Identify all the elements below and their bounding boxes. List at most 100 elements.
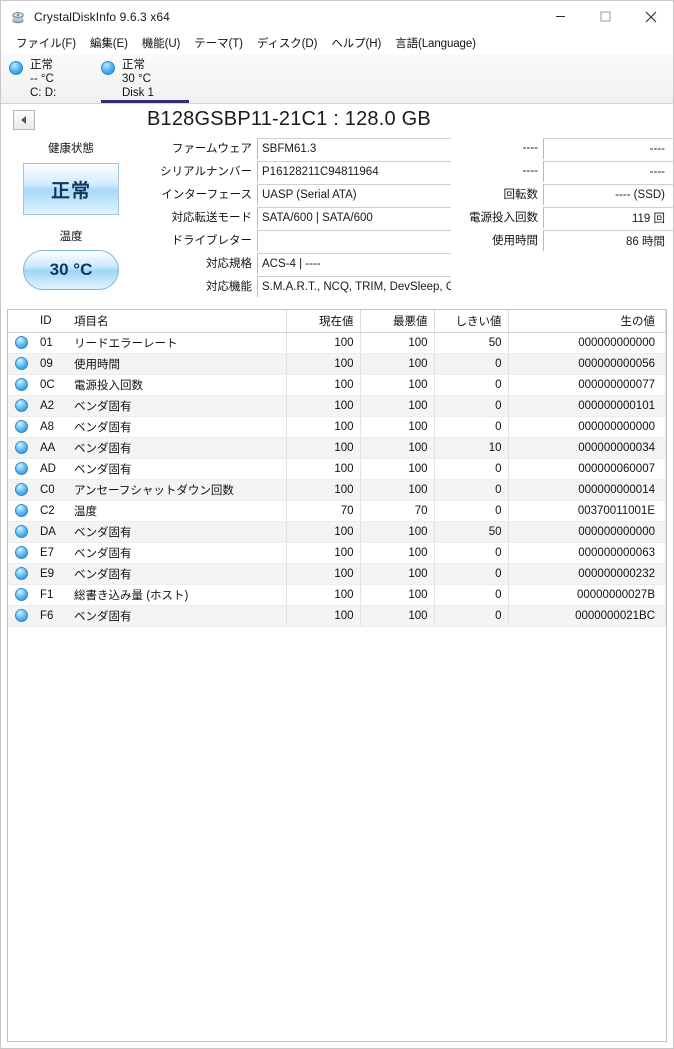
row-status-cell (8, 374, 34, 396)
disk-tab-1[interactable]: 正常 30 °C Disk 1 (99, 54, 191, 103)
table-row[interactable]: A2 ベンダ固有 100 100 0 000000000101 (8, 395, 666, 417)
cell-raw: 000000000014 (508, 479, 666, 501)
row-status-cell (8, 332, 34, 354)
table-row[interactable]: C2 温度 70 70 0 00370011001E (8, 500, 666, 522)
field-value[interactable]: S.M.A.R.T., NCQ, TRIM, DevSleep, GPL (257, 275, 451, 297)
cell-raw: 00370011001E (508, 500, 666, 522)
table-row[interactable]: F1 総書き込み量 (ホスト) 100 100 0 00000000027B (8, 584, 666, 606)
field-value[interactable]: ---- (SSD) (543, 183, 673, 205)
drive-model-title: B128GSBP11-21C1 : 128.0 GB (147, 108, 431, 130)
field-row: 電源投入回数 119 回 (457, 206, 673, 228)
cell-current: 100 (286, 374, 361, 396)
cell-current: 100 (286, 332, 361, 354)
cell-raw: 0000000021BC (508, 605, 666, 627)
field-row: ファームウェア SBFM61.3 (141, 137, 451, 159)
cell-id: 01 (34, 332, 68, 354)
menu-function[interactable]: 機能(U) (141, 38, 181, 50)
table-row[interactable]: F6 ベンダ固有 100 100 0 0000000021BC (8, 605, 666, 627)
health-status-button[interactable]: 正常 (23, 163, 119, 215)
field-value[interactable]: 86 時間 (543, 229, 673, 251)
field-label: シリアルナンバー (160, 166, 252, 178)
field-value[interactable]: ---- (543, 160, 673, 182)
window-title: CrystalDiskInfo 9.6.3 x64 (34, 9, 170, 24)
attribute-status-icon (14, 441, 28, 454)
menu-disk[interactable]: ディスク(D) (256, 38, 318, 50)
drive-info-panel: 健康状態 正常 温度 30 °C B128GSBP11-21C1 : 128.0… (1, 104, 673, 307)
cell-id: F1 (34, 584, 68, 606)
field-row: 回転数 ---- (SSD) (457, 183, 673, 205)
cell-raw: 000000000232 (508, 563, 666, 585)
row-status-cell (8, 542, 34, 564)
row-status-cell (8, 500, 34, 522)
cell-raw: 000000000000 (508, 416, 666, 438)
attribute-status-icon (14, 483, 28, 496)
table-row[interactable]: A8 ベンダ固有 100 100 0 000000000000 (8, 416, 666, 438)
field-row: ---- ---- (457, 137, 673, 159)
menu-file[interactable]: ファイル(F) (16, 38, 76, 50)
table-row[interactable]: E9 ベンダ固有 100 100 0 000000000232 (8, 563, 666, 585)
menu-language[interactable]: 言語(Language) (395, 38, 476, 50)
table-row[interactable]: DA ベンダ固有 100 100 50 000000000000 (8, 521, 666, 543)
field-value[interactable]: P16128211C94811964 (257, 160, 451, 182)
row-status-cell (8, 458, 34, 480)
cell-current: 100 (286, 437, 361, 459)
cell-threshold: 0 (434, 542, 509, 564)
cell-name: ベンダ固有 (68, 605, 287, 627)
field-value[interactable]: UASP (Serial ATA) (257, 183, 451, 205)
disk-state: 正常 (30, 59, 53, 71)
field-value[interactable]: SATA/600 | SATA/600 (257, 206, 451, 228)
table-row[interactable]: AD ベンダ固有 100 100 0 000000060007 (8, 458, 666, 480)
field-label: インターフェース (161, 189, 252, 201)
row-status-cell (8, 479, 34, 501)
menu-theme[interactable]: テーマ(T) (194, 38, 243, 50)
row-status-cell (8, 395, 34, 417)
table-row[interactable]: AA ベンダ固有 100 100 10 000000000034 (8, 437, 666, 459)
table-row[interactable]: 09 使用時間 100 100 0 000000000056 (8, 353, 666, 375)
field-row: 対応転送モード SATA/600 | SATA/600 (141, 206, 451, 228)
menu-help[interactable]: ヘルプ(H) (331, 38, 382, 50)
cell-threshold: 10 (434, 437, 509, 459)
field-row: 対応規格 ACS-4 | ---- (141, 252, 451, 274)
drive-fields: ファームウェア SBFM61.3 シリアルナンバー P16128211C9481196… (141, 137, 673, 298)
field-value[interactable]: SBFM61.3 (257, 137, 451, 159)
cell-current: 100 (286, 521, 361, 543)
attribute-status-icon (14, 462, 28, 475)
field-value[interactable]: ACS-4 | ---- (257, 252, 451, 274)
table-row[interactable]: 01 リードエラーレート 100 100 50 000000000000 (8, 332, 666, 354)
disk-tab-0[interactable]: 正常 -- °C C: D: (7, 54, 99, 103)
header-name[interactable]: 項目名 (68, 310, 287, 333)
field-row: インターフェース UASP (Serial ATA) (141, 183, 451, 205)
disk-state: 正常 (122, 59, 145, 71)
cell-current: 100 (286, 584, 361, 606)
disk-status-icon (101, 61, 115, 75)
temperature-button[interactable]: 30 °C (23, 250, 119, 290)
previous-disk-button[interactable] (13, 110, 35, 130)
cell-threshold: 0 (434, 374, 509, 396)
field-value[interactable]: ---- (543, 137, 673, 159)
cell-id: 09 (34, 353, 68, 375)
menu-edit[interactable]: 編集(E) (89, 38, 128, 50)
cell-raw: 000000060007 (508, 458, 666, 480)
header-id[interactable]: ID (34, 310, 68, 333)
header-worst[interactable]: 最悪値 (360, 310, 435, 333)
header-threshold[interactable]: しきい値 (434, 310, 509, 333)
attribute-status-icon (14, 357, 28, 370)
cell-worst: 100 (360, 563, 435, 585)
field-value[interactable] (257, 229, 451, 251)
cell-name: ベンダ固有 (68, 458, 287, 480)
table-row[interactable]: C0 アンセーフシャットダウン回数 100 100 0 000000000014 (8, 479, 666, 501)
cell-threshold: 50 (434, 332, 509, 354)
close-button[interactable] (628, 1, 673, 32)
maximize-button[interactable] (583, 1, 628, 32)
disk-name: Disk 1 (122, 87, 154, 100)
cell-worst: 100 (360, 584, 435, 606)
row-status-cell (8, 521, 34, 543)
cell-name: リードエラーレート (68, 332, 287, 354)
table-row[interactable]: E7 ベンダ固有 100 100 0 000000000063 (8, 542, 666, 564)
header-raw[interactable]: 生の値 (508, 310, 666, 333)
minimize-button[interactable] (538, 1, 583, 32)
header-current[interactable]: 現在値 (286, 310, 361, 333)
table-row[interactable]: 0C 電源投入回数 100 100 0 000000000077 (8, 374, 666, 396)
field-value[interactable]: 119 回 (543, 206, 673, 228)
